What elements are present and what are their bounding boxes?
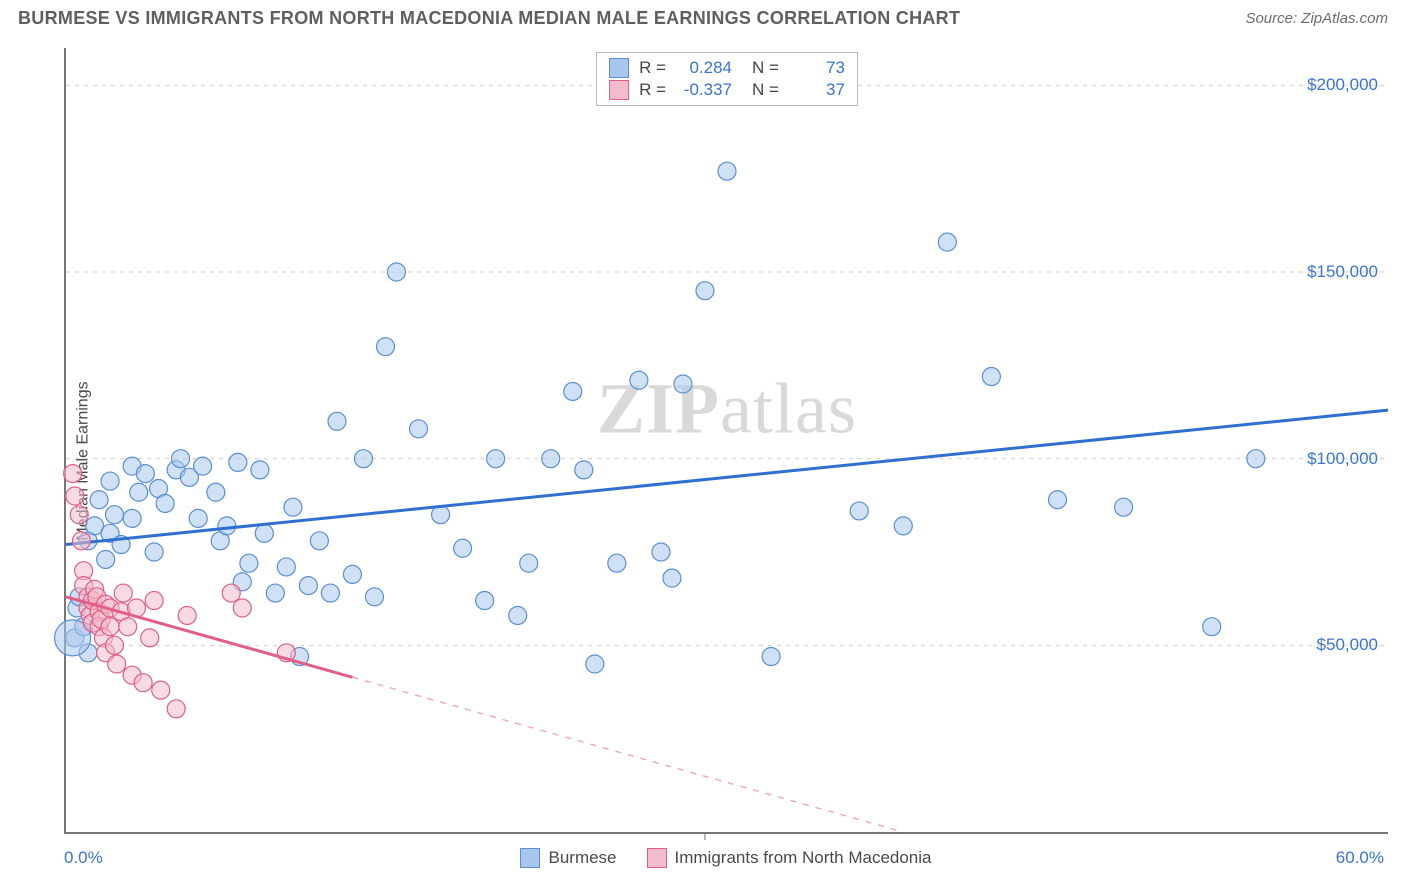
swatch-burmese [609, 58, 629, 78]
legend-item-macedonia: Immigrants from North Macedonia [647, 848, 932, 868]
page-title: BURMESE VS IMMIGRANTS FROM NORTH MACEDON… [18, 8, 960, 29]
y-tick-label: $150,000 [1307, 262, 1378, 282]
legend: Burmese Immigrants from North Macedonia [64, 848, 1388, 868]
stats-row-macedonia: R =-0.337 N =37 [609, 79, 845, 101]
source-credit: Source: ZipAtlas.com [1245, 10, 1388, 27]
swatch-macedonia [609, 80, 629, 100]
y-tick-label: $100,000 [1307, 449, 1378, 469]
chart-container: Median Male Earnings ZIPatlas R =0.284 N… [18, 48, 1388, 874]
y-tick-label: $50,000 [1317, 635, 1378, 655]
legend-label-burmese: Burmese [548, 848, 616, 868]
y-tick-label: $200,000 [1307, 75, 1378, 95]
correlation-stats-box: R =0.284 N =73 R =-0.337 N =37 [596, 52, 858, 106]
legend-item-burmese: Burmese [520, 848, 616, 868]
legend-swatch-macedonia [647, 848, 667, 868]
plot-area: ZIPatlas R =0.284 N =73 R =-0.337 N =37 … [64, 48, 1388, 834]
legend-swatch-burmese [520, 848, 540, 868]
legend-label-macedonia: Immigrants from North Macedonia [675, 848, 932, 868]
stats-row-burmese: R =0.284 N =73 [609, 57, 845, 79]
scatter-svg [66, 48, 1388, 832]
